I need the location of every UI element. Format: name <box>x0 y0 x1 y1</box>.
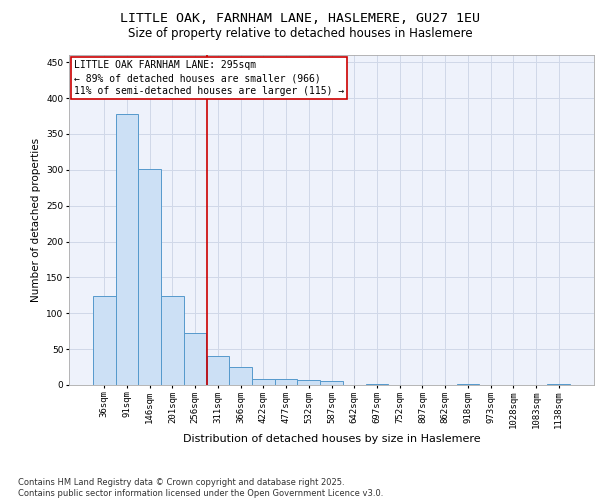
Bar <box>161 296 184 385</box>
Bar <box>93 296 116 385</box>
Text: Size of property relative to detached houses in Haslemere: Size of property relative to detached ho… <box>128 28 472 40</box>
Bar <box>252 380 275 385</box>
Bar <box>139 169 161 385</box>
Bar <box>116 114 139 385</box>
X-axis label: Distribution of detached houses by size in Haslemere: Distribution of detached houses by size … <box>182 434 481 444</box>
Y-axis label: Number of detached properties: Number of detached properties <box>31 138 41 302</box>
Bar <box>365 384 388 385</box>
Bar <box>320 380 343 385</box>
Bar <box>275 378 298 385</box>
Text: Contains HM Land Registry data © Crown copyright and database right 2025.
Contai: Contains HM Land Registry data © Crown c… <box>18 478 383 498</box>
Bar <box>457 384 479 385</box>
Text: LITTLE OAK, FARNHAM LANE, HASLEMERE, GU27 1EU: LITTLE OAK, FARNHAM LANE, HASLEMERE, GU2… <box>120 12 480 26</box>
Bar <box>547 384 570 385</box>
Text: LITTLE OAK FARNHAM LANE: 295sqm
← 89% of detached houses are smaller (966)
11% o: LITTLE OAK FARNHAM LANE: 295sqm ← 89% of… <box>74 60 344 96</box>
Bar <box>206 356 229 385</box>
Bar <box>184 334 206 385</box>
Bar <box>229 367 252 385</box>
Bar <box>298 380 320 385</box>
